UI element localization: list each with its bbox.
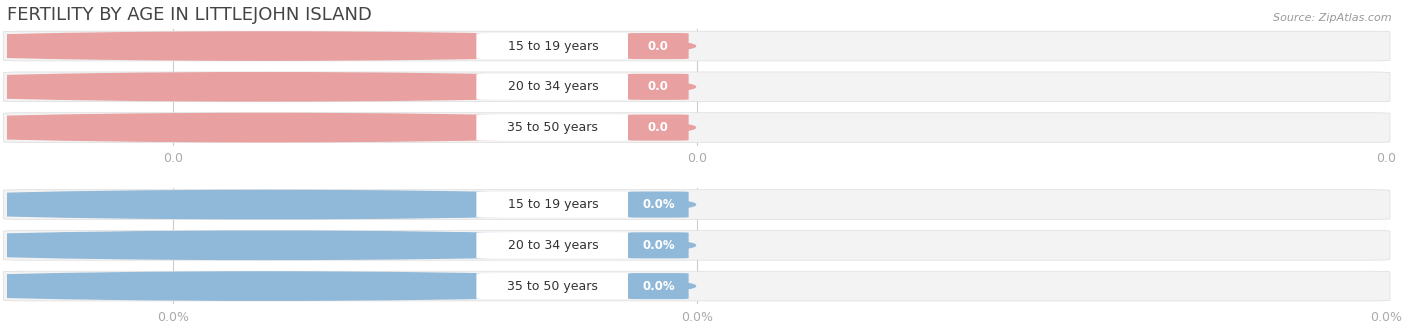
Text: 0.0: 0.0 [648,40,669,52]
FancyBboxPatch shape [3,31,1391,61]
Text: 0.0%: 0.0% [643,280,675,293]
FancyBboxPatch shape [3,271,1391,301]
Text: 0.0%: 0.0% [681,311,713,324]
FancyBboxPatch shape [3,190,1391,219]
Text: Source: ZipAtlas.com: Source: ZipAtlas.com [1274,13,1392,23]
Text: 20 to 34 years: 20 to 34 years [508,80,598,93]
FancyBboxPatch shape [477,33,630,59]
FancyBboxPatch shape [628,33,689,59]
FancyBboxPatch shape [628,74,689,100]
Circle shape [0,73,696,101]
FancyBboxPatch shape [477,115,630,141]
Text: 0.0: 0.0 [648,80,669,93]
FancyBboxPatch shape [628,273,689,299]
FancyBboxPatch shape [477,273,630,299]
Circle shape [0,190,696,219]
Text: 15 to 19 years: 15 to 19 years [508,198,598,211]
Text: 0.0: 0.0 [1376,152,1396,165]
Circle shape [0,114,696,142]
Text: 15 to 19 years: 15 to 19 years [508,40,598,52]
FancyBboxPatch shape [3,113,1391,143]
Text: FERTILITY BY AGE IN LITTLEJOHN ISLAND: FERTILITY BY AGE IN LITTLEJOHN ISLAND [7,6,373,24]
Text: 0.0%: 0.0% [643,198,675,211]
Text: 0.0%: 0.0% [157,311,188,324]
FancyBboxPatch shape [628,232,689,258]
Text: 0.0: 0.0 [648,121,669,134]
FancyBboxPatch shape [628,115,689,141]
Circle shape [0,272,696,300]
FancyBboxPatch shape [628,191,689,217]
Text: 0.0: 0.0 [163,152,183,165]
Text: 0.0%: 0.0% [1369,311,1402,324]
Text: 0.0: 0.0 [686,152,707,165]
FancyBboxPatch shape [3,230,1391,260]
FancyBboxPatch shape [477,74,630,100]
Circle shape [0,231,696,259]
Circle shape [0,32,696,60]
Text: 35 to 50 years: 35 to 50 years [508,121,599,134]
FancyBboxPatch shape [3,72,1391,102]
Text: 35 to 50 years: 35 to 50 years [508,280,599,293]
FancyBboxPatch shape [477,191,630,217]
Text: 20 to 34 years: 20 to 34 years [508,239,598,252]
FancyBboxPatch shape [477,232,630,258]
Text: 0.0%: 0.0% [643,239,675,252]
